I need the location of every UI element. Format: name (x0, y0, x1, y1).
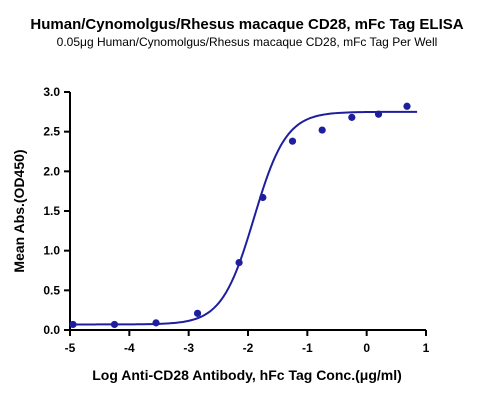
y-tick-label: 1.5 (43, 204, 60, 218)
chart-subtitle: 0.05μg Human/Cynomolgus/Rhesus macaque C… (57, 35, 438, 49)
y-tick-label: 2.5 (43, 125, 60, 139)
y-tick-label: 0.0 (43, 323, 60, 337)
x-axis-label: Log Anti-CD28 Antibody, hFc Tag Conc.(μg… (92, 367, 402, 383)
data-point (152, 319, 160, 327)
data-point (403, 102, 411, 110)
y-tick-label: 3.0 (43, 85, 60, 99)
y-axis-label: Mean Abs.(OD450) (11, 149, 27, 272)
x-tick-label: -5 (65, 341, 76, 355)
data-point (193, 309, 202, 317)
y-tick-label: 1.0 (43, 244, 60, 258)
data-point (374, 110, 383, 118)
data-point (288, 137, 297, 145)
data-point (259, 193, 267, 202)
x-tick-label: 1 (423, 341, 430, 355)
chart-title: Human/Cynomolgus/Rhesus macaque CD28, mF… (30, 16, 463, 33)
data-points (69, 102, 411, 329)
x-tick-label: -2 (243, 341, 254, 355)
y-tick-label: 2.0 (43, 164, 60, 178)
data-point (110, 320, 119, 329)
fit-curve (70, 110, 418, 326)
data-point (318, 126, 326, 134)
x-axis-ticks: -5 -4 -3 -2 -1 0 1 (65, 330, 430, 355)
x-tick-label: -4 (124, 341, 135, 355)
y-tick-label: 0.5 (43, 283, 60, 297)
x-tick-label: -1 (302, 341, 313, 355)
data-point (235, 258, 243, 267)
data-point (348, 113, 356, 121)
x-tick-label: 0 (363, 341, 370, 355)
y-axis-ticks: 0.0 0.5 1.0 1.5 2.0 2.5 3.0 (43, 85, 70, 337)
data-point (69, 320, 77, 329)
x-tick-label: -3 (183, 341, 194, 355)
